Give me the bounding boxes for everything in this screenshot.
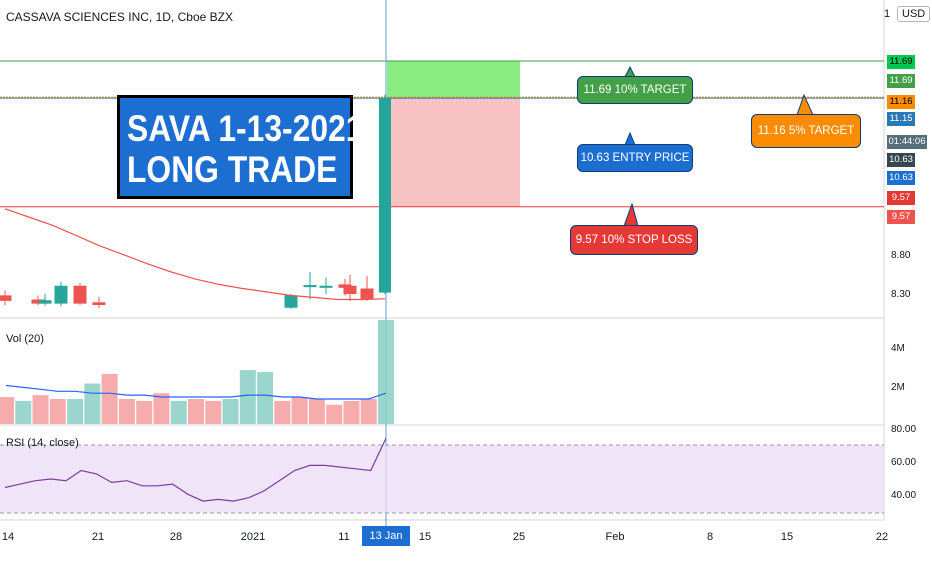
volume-bar	[49, 398, 66, 424]
target-zone	[387, 61, 520, 99]
volume-bar	[15, 400, 32, 424]
candle-body	[343, 285, 357, 294]
price-tag-10-63-b: 10.63	[887, 171, 915, 185]
volume-bar	[0, 397, 14, 424]
volume-bar	[118, 398, 135, 424]
price-chart[interactable]	[0, 0, 932, 550]
volume-axis-2m: 2M	[891, 382, 905, 393]
volume-bar	[378, 320, 394, 424]
callout-10pct-target[interactable]: 11.69 10% TARGET	[577, 76, 693, 104]
x-label-15: 15	[418, 531, 432, 543]
volume-bar	[291, 397, 308, 424]
x-label-2021: 2021	[240, 531, 266, 543]
x-label-22: 22	[875, 531, 889, 543]
callout-5pct-target[interactable]: 11.16 5% TARGET	[751, 114, 861, 148]
countdown-timer: 01:44:06	[887, 135, 927, 149]
price-tag-11-15: 11.15	[887, 112, 915, 126]
annotation-line-1: SAVA 1-13-2021	[127, 108, 364, 149]
volume-bar	[308, 398, 325, 424]
price-tag-9-57-b: 9.57	[887, 210, 915, 224]
rsi-axis-80: 80.00	[891, 424, 917, 435]
candle-body	[38, 300, 52, 304]
chart-title: CASSAVA SCIENCES INC, 1D, Cboe BZX	[6, 10, 233, 24]
price-tag-11-69-a: 11.69	[887, 55, 915, 69]
price-tag-11-69-b: 11.69	[887, 74, 915, 88]
candle-body	[319, 285, 333, 288]
candle-body	[284, 295, 298, 308]
x-label-28: 28	[169, 531, 183, 543]
price-tag-11-16: 11.16	[887, 95, 915, 109]
x-label-15b: 15	[780, 531, 794, 543]
rsi-band	[0, 445, 884, 513]
scale-indicator[interactable]: 1	[884, 8, 891, 20]
volume-pane-title: Vol (20)	[6, 333, 44, 345]
volume-bar	[170, 400, 187, 424]
candle-body	[54, 285, 68, 304]
x-label-21: 21	[91, 531, 105, 543]
callout-pointer-stop-loss	[623, 202, 639, 227]
x-label-14: 14	[1, 531, 15, 543]
x-label-current-date: 13 Jan '21	[362, 526, 410, 562]
volume-bar	[239, 370, 256, 424]
callout-entry-price[interactable]: 10.63 ENTRY PRICE	[577, 144, 693, 172]
price-tag-9-57-a: 9.57	[887, 191, 915, 205]
volume-bar	[343, 400, 360, 424]
volume-bar	[274, 400, 291, 424]
stop-zone	[387, 98, 520, 207]
x-label-25: 25	[512, 531, 526, 543]
candle-body	[379, 98, 391, 293]
x-label-feb: Feb	[605, 531, 625, 543]
candle-body	[92, 302, 106, 305]
volume-axis-4m: 4M	[891, 343, 905, 354]
rsi-line	[4, 437, 387, 502]
price-tag-10-63-a: 10.63	[887, 153, 915, 167]
annotation-line-2: LONG TRADE	[127, 149, 338, 190]
price-axis-8-30: 8.30	[891, 289, 911, 300]
volume-bar	[136, 400, 153, 424]
candle-body	[360, 288, 374, 300]
volume-bar	[153, 393, 170, 424]
volume-bar	[257, 372, 274, 424]
volume-bar	[360, 398, 377, 424]
trade-annotation-box: SAVA 1-13-2021 LONG TRADE	[117, 95, 364, 199]
volume-bar	[222, 398, 239, 424]
volume-bar	[188, 398, 204, 424]
moving-average-line	[4, 208, 386, 301]
candle-body	[31, 299, 45, 304]
volume-bar	[326, 404, 343, 424]
callout-stop-loss[interactable]: 9.57 10% STOP LOSS	[570, 225, 698, 255]
volume-bar	[84, 383, 101, 424]
candle-body	[73, 285, 87, 304]
volume-ma-line	[5, 384, 387, 400]
x-label-8: 8	[706, 531, 714, 543]
price-axis-8-80: 8.80	[891, 250, 911, 261]
x-label-11: 11	[338, 531, 350, 543]
volume-bar	[32, 395, 49, 424]
volume-bar	[205, 400, 222, 424]
currency-selector[interactable]: USD	[897, 6, 931, 22]
rsi-pane-title: RSI (14, close)	[6, 437, 79, 449]
candle-body	[303, 285, 317, 288]
rsi-axis-60: 60.00	[891, 457, 917, 468]
volume-bar	[67, 398, 84, 424]
candle-body	[0, 295, 12, 301]
rsi-axis-40: 40.00	[891, 490, 917, 501]
volume-bar	[101, 373, 118, 424]
